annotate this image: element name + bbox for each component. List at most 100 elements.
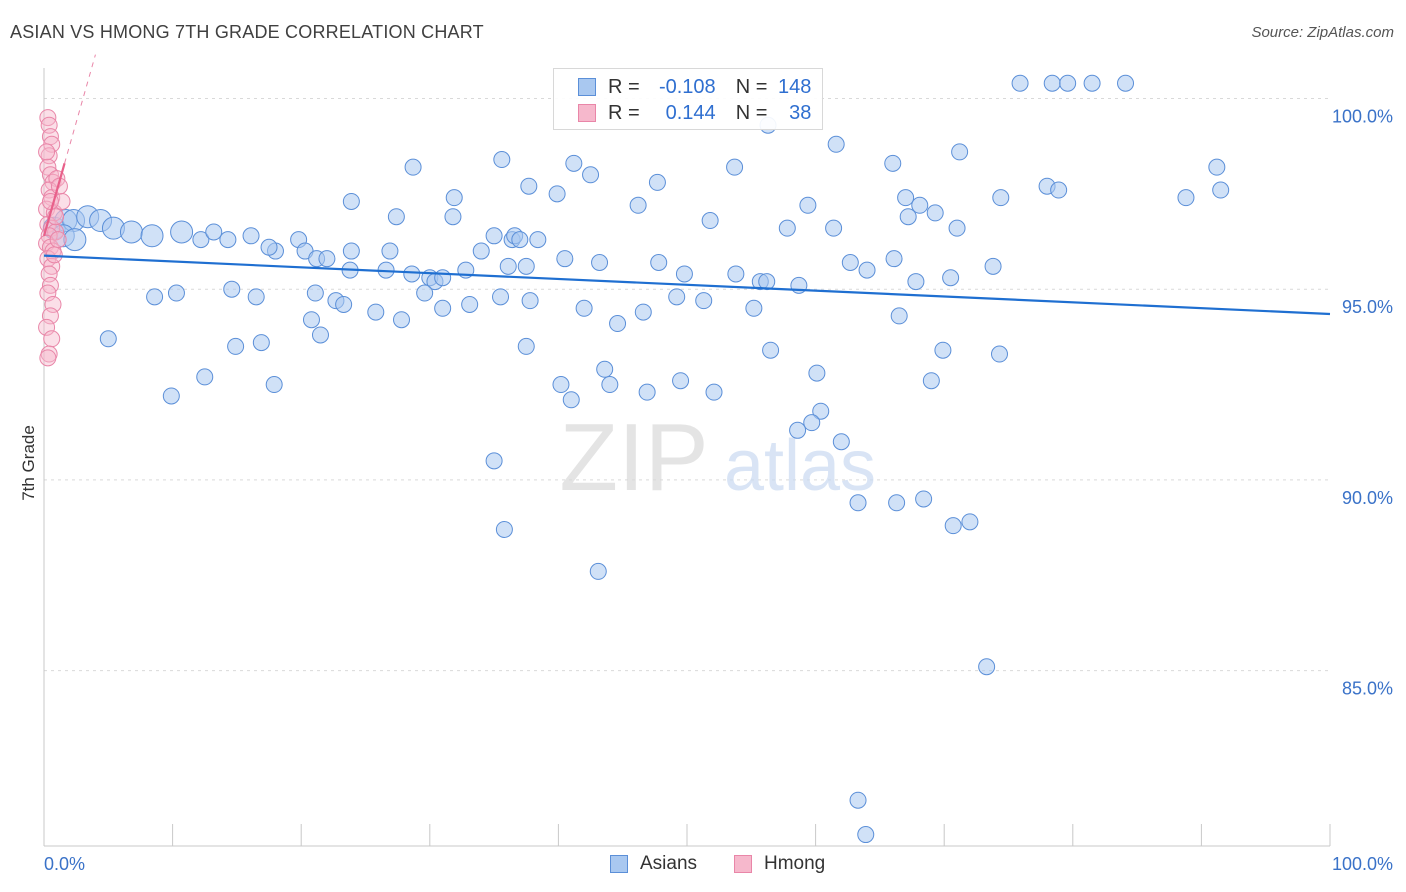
asian-point [311, 326, 329, 344]
asian-point [915, 490, 933, 508]
asian-point [888, 494, 906, 512]
asian-point [582, 166, 600, 184]
asian-point [565, 154, 583, 172]
legend-row-asians: R = -0.108 N = 148 [578, 75, 811, 99]
asian-point [827, 135, 845, 153]
asian-point [562, 391, 580, 409]
bottom-legend-hmong: Hmong [734, 853, 825, 875]
asian-point [992, 189, 1010, 207]
asians-n-label: N = [735, 75, 768, 98]
asian-point [499, 257, 517, 275]
asian-point [705, 383, 723, 401]
asian-point [393, 311, 411, 329]
asian-point [140, 224, 164, 248]
asians-points [42, 74, 1230, 844]
asian-point [381, 242, 399, 260]
asians-legend-label: Asians [640, 853, 698, 874]
asian-point [789, 421, 807, 439]
asian-point [192, 231, 210, 249]
asian-point [758, 273, 776, 291]
asian-point [434, 299, 452, 317]
asian-point [552, 376, 570, 394]
asian-point [858, 261, 876, 279]
asian-point [302, 311, 320, 329]
asian-point [857, 826, 875, 844]
y-tick-label: 95.0% [1342, 297, 1393, 317]
asians-n-value: 148 [778, 75, 812, 98]
asian-point [167, 284, 185, 302]
asian-point [1177, 189, 1195, 207]
asian-point [825, 219, 843, 237]
hmong-point [39, 349, 57, 367]
asian-point [803, 414, 821, 432]
asian-point [1011, 74, 1029, 92]
asian-point [511, 231, 529, 249]
asian-point [306, 284, 324, 302]
asian-point [808, 364, 826, 382]
asian-point [575, 299, 593, 317]
asian-point [472, 242, 490, 260]
asian-point [778, 219, 796, 237]
asian-point [745, 299, 763, 317]
asian-point [445, 189, 463, 207]
asian-point [223, 280, 241, 298]
legend-row-hmong: R = 0.144 N = 38 [578, 101, 811, 125]
asians-legend-swatch [610, 855, 628, 873]
trend-lines [42, 54, 1331, 316]
asian-point [841, 254, 859, 271]
asian-point [695, 292, 713, 310]
stats-legend: R = -0.108 N = 148 R = 0.144 N = 38 [553, 68, 823, 130]
hmong-point [38, 143, 56, 161]
asian-point [609, 315, 627, 333]
asian-point [265, 376, 283, 394]
asian-point [926, 204, 944, 222]
asian-point [899, 208, 917, 226]
asian-point [318, 250, 336, 268]
asian-point [434, 269, 452, 287]
x-tick-label-max: 100.0% [1332, 854, 1393, 874]
hmong-r-label: R = [608, 101, 640, 124]
asian-point [492, 288, 510, 306]
asian-point [495, 520, 513, 538]
asian-point [629, 196, 647, 214]
asian-point [668, 288, 686, 306]
y-tick-label: 85.0% [1342, 679, 1393, 699]
asian-point [252, 334, 270, 352]
asian-point [485, 227, 503, 245]
asian-point [978, 658, 996, 676]
asian-point [517, 257, 535, 275]
asian-point [762, 341, 780, 359]
hmong-point [49, 231, 67, 249]
asian-point [849, 791, 867, 809]
hmong-legend-swatch [734, 855, 752, 873]
asian-point [444, 208, 462, 226]
asian-point [342, 242, 360, 260]
watermark: ZIP atlas [559, 404, 876, 511]
asian-point [634, 303, 652, 321]
asian-point [885, 250, 903, 268]
asian-point [548, 185, 566, 203]
asian-point [951, 143, 969, 161]
asian-point [247, 288, 265, 306]
asian-point [404, 158, 422, 176]
asian-point [520, 177, 538, 195]
asian-point [99, 330, 117, 348]
asian-point [944, 517, 962, 535]
asians-swatch [578, 78, 596, 96]
asian-point [1050, 181, 1068, 199]
asian-point [727, 265, 745, 283]
asian-point [948, 219, 966, 237]
asian-point [922, 372, 940, 390]
asian-point [701, 212, 719, 230]
asians-r-value: -0.108 [658, 75, 716, 98]
asian-point [146, 288, 164, 306]
hmong-trend-line [42, 163, 66, 237]
asian-point [650, 254, 668, 271]
hmong-legend-label: Hmong [764, 853, 826, 874]
asian-point [461, 295, 479, 313]
asian-point [799, 196, 817, 214]
bottom-legend-asians: Asians [610, 853, 697, 875]
asian-point [890, 307, 908, 325]
y-tick-label: 100.0% [1332, 107, 1393, 127]
